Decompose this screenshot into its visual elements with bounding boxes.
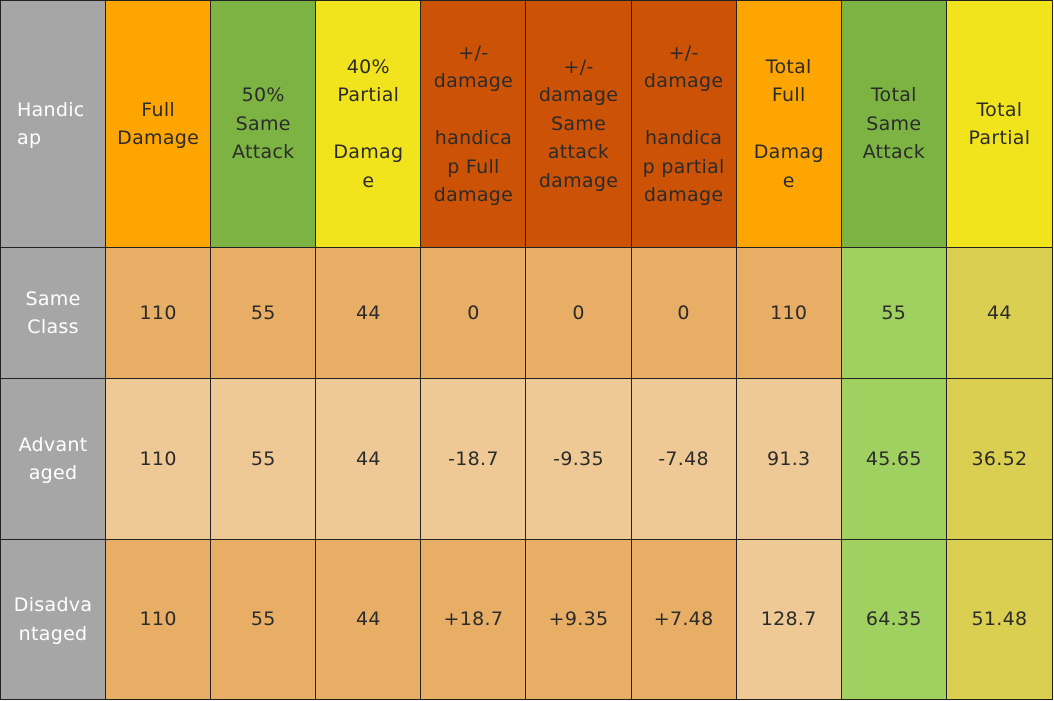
row-label: Same Class	[0, 247, 107, 379]
table-cell: +9.35	[525, 539, 632, 700]
table-cell: 55	[210, 378, 317, 540]
table-cell: 91.3	[735, 378, 842, 540]
table-cell: 51.48	[945, 539, 1054, 700]
header-handicap-full-damage: +/- damage handica p Full damage	[420, 0, 527, 248]
header-handicap-partial-damage: +/- damage handica p partial damage	[630, 0, 737, 248]
table-cell: 36.52	[945, 378, 1054, 540]
header-handicap: Handic ap	[0, 0, 107, 248]
header-handicap-same-attack: +/- damage Same attack damage	[525, 0, 632, 248]
header-total-partial: Total Partial	[945, 0, 1054, 248]
table-cell: 44	[315, 247, 422, 379]
header-same-attack: 50% Same Attack	[210, 0, 317, 248]
header-total-full-damage: Total Full Damag e	[735, 0, 842, 248]
table-row: Disadva ntaged 110 55 44 +18.7 +9.35 +7.…	[0, 539, 1054, 700]
table-cell: 55	[210, 247, 317, 379]
table-cell: 128.7	[735, 539, 842, 700]
table-cell: 0	[420, 247, 527, 379]
table-cell: +7.48	[630, 539, 737, 700]
table-cell: 0	[630, 247, 737, 379]
table-cell: 64.35	[840, 539, 947, 700]
table-cell: 44	[945, 247, 1054, 379]
table-cell: 110	[105, 247, 212, 379]
table-cell: 44	[315, 378, 422, 540]
header-full-damage: Full Damage	[105, 0, 212, 248]
header-row: Handic ap Full Damage 50% Same Attack 40…	[0, 0, 1054, 248]
table-row: Advant aged 110 55 44 -18.7 -9.35 -7.48 …	[0, 378, 1054, 540]
header-partial-damage: 40% Partial Damag e	[315, 0, 422, 248]
row-label: Disadva ntaged	[0, 539, 107, 700]
table-cell: 55	[840, 247, 947, 379]
table-cell: 55	[210, 539, 317, 700]
table-row: Same Class 110 55 44 0 0 0 110 55 44	[0, 247, 1054, 379]
table-cell: 44	[315, 539, 422, 700]
header-total-same-attack: Total Same Attack	[840, 0, 947, 248]
table-cell: 110	[735, 247, 842, 379]
table-cell: 45.65	[840, 378, 947, 540]
table-cell: -18.7	[420, 378, 527, 540]
table-cell: 110	[105, 378, 212, 540]
table-cell: +18.7	[420, 539, 527, 700]
row-label: Advant aged	[0, 378, 107, 540]
table-cell: -9.35	[525, 378, 632, 540]
table-cell: -7.48	[630, 378, 737, 540]
table-cell: 0	[525, 247, 632, 379]
table-cell: 110	[105, 539, 212, 700]
